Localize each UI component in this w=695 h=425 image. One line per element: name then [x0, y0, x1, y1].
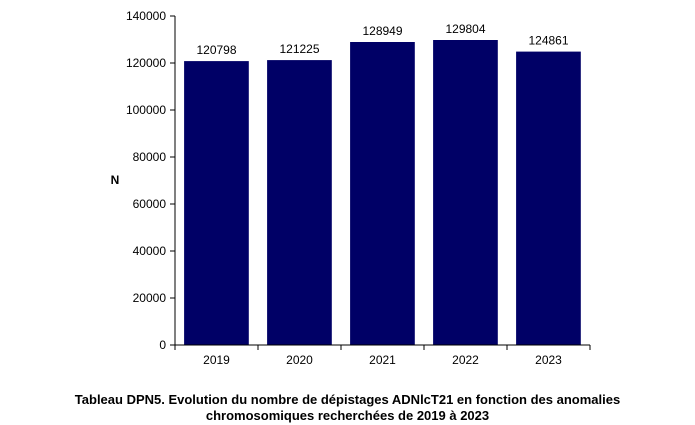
y-tick-label-140000: 140000 [126, 9, 166, 23]
data-label-2023: 124861 [528, 34, 568, 48]
bar-2019 [184, 61, 249, 345]
data-label-2021: 128949 [362, 24, 402, 38]
data-label-2019: 120798 [196, 43, 236, 57]
y-tick-label-100000: 100000 [126, 103, 166, 117]
bar-2022 [433, 40, 498, 345]
y-tick-label-20000: 20000 [133, 291, 167, 305]
x-tick-label-2021: 2021 [369, 353, 396, 367]
caption-line-2: chromosomiques recherchées de 2019 à 202… [205, 408, 490, 423]
y-axis-label: N [111, 173, 120, 187]
chart-caption: Tableau DPN5. Evolution du nombre de dép… [0, 392, 695, 424]
y-tick-label-0: 0 [159, 338, 166, 352]
bar-2023 [516, 51, 581, 345]
y-tick-label-80000: 80000 [133, 150, 167, 164]
data-label-2022: 129804 [445, 22, 485, 36]
x-tick-label-2020: 2020 [286, 353, 313, 367]
data-label-2020: 121225 [279, 42, 319, 56]
bars-group: 120798 121225 128949 129804 124861 [184, 22, 581, 345]
y-tick-label-120000: 120000 [126, 56, 166, 70]
x-tick-label-2019: 2019 [203, 353, 230, 367]
x-tick-label-2022: 2022 [452, 353, 479, 367]
y-tick-label-40000: 40000 [133, 244, 167, 258]
axes-group: 0 20000 40000 60000 80000 100000 120000 140000 2… [126, 9, 591, 367]
caption-line-1: Tableau DPN5. Evolution du nombre de dép… [74, 392, 621, 407]
bar-2021 [350, 42, 415, 345]
bar-2020 [267, 60, 332, 345]
x-tick-label-2023: 2023 [535, 353, 562, 367]
y-tick-label-60000: 60000 [133, 197, 167, 211]
